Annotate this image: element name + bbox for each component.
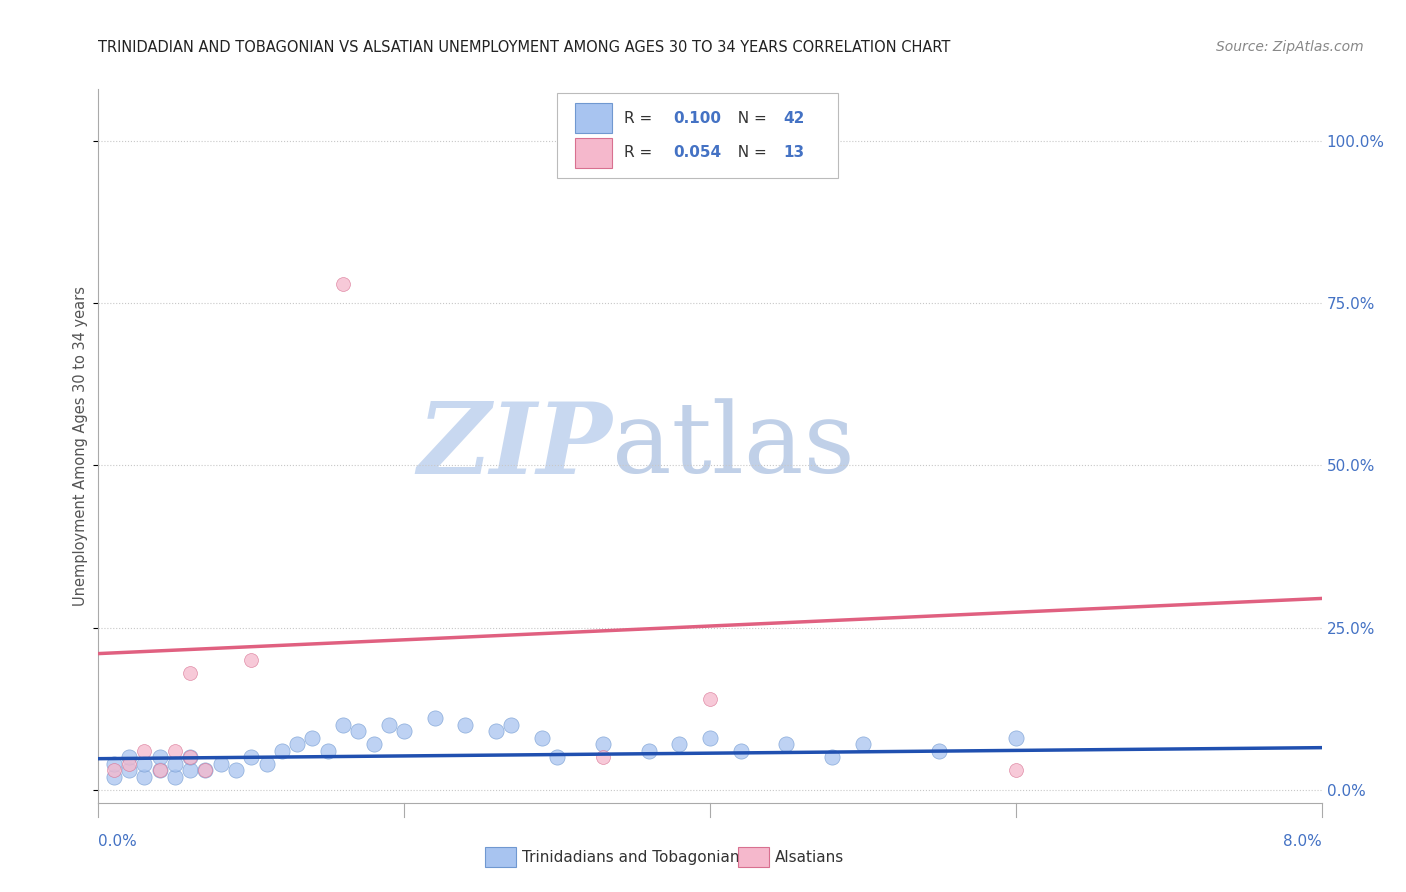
Point xyxy=(454,718,477,732)
Point xyxy=(332,718,354,732)
Point xyxy=(301,731,323,745)
Point xyxy=(270,744,294,758)
Text: 42: 42 xyxy=(783,111,804,126)
Text: 0.0%: 0.0% xyxy=(98,834,138,849)
Point xyxy=(179,764,201,778)
Point xyxy=(378,718,401,732)
Point xyxy=(592,738,614,752)
Point xyxy=(699,692,721,706)
Point xyxy=(1004,731,1026,745)
Point xyxy=(347,724,370,739)
Point xyxy=(240,653,263,667)
Point xyxy=(1004,764,1026,778)
Point xyxy=(501,718,523,732)
Point xyxy=(179,750,201,764)
Point xyxy=(285,738,308,752)
Point xyxy=(775,738,797,752)
FancyBboxPatch shape xyxy=(557,93,838,178)
Point xyxy=(194,764,217,778)
Y-axis label: Unemployment Among Ages 30 to 34 years: Unemployment Among Ages 30 to 34 years xyxy=(73,286,87,606)
Text: 0.100: 0.100 xyxy=(673,111,721,126)
Point xyxy=(530,731,553,745)
Text: TRINIDADIAN AND TOBAGONIAN VS ALSATIAN UNEMPLOYMENT AMONG AGES 30 TO 34 YEARS CO: TRINIDADIAN AND TOBAGONIAN VS ALSATIAN U… xyxy=(98,40,950,55)
Text: Alsatians: Alsatians xyxy=(775,850,844,864)
Point xyxy=(928,744,950,758)
Point xyxy=(423,711,446,725)
Point xyxy=(194,764,217,778)
Point xyxy=(134,744,156,758)
Point xyxy=(668,738,690,752)
Point xyxy=(821,750,844,764)
Point xyxy=(103,764,125,778)
Point xyxy=(332,277,354,291)
Text: ZIP: ZIP xyxy=(418,398,612,494)
Point xyxy=(392,724,416,739)
Point xyxy=(592,750,614,764)
Point xyxy=(103,770,125,784)
Point xyxy=(546,750,568,764)
Point xyxy=(485,724,508,739)
Point xyxy=(118,750,141,764)
Point xyxy=(149,750,172,764)
Text: N =: N = xyxy=(728,145,772,161)
Point xyxy=(240,750,263,764)
Point xyxy=(134,770,156,784)
Point xyxy=(637,744,661,758)
Point xyxy=(163,744,186,758)
Text: N =: N = xyxy=(728,111,772,126)
Point xyxy=(118,764,141,778)
FancyBboxPatch shape xyxy=(575,103,612,133)
Point xyxy=(256,756,278,771)
Point xyxy=(134,756,156,771)
Point xyxy=(316,744,339,758)
Point xyxy=(852,738,875,752)
Point xyxy=(163,756,186,771)
Point xyxy=(592,134,614,148)
FancyBboxPatch shape xyxy=(575,138,612,168)
Text: Trinidadians and Tobagonians: Trinidadians and Tobagonians xyxy=(522,850,747,864)
Point xyxy=(699,731,721,745)
Point xyxy=(209,756,232,771)
Point xyxy=(179,666,201,681)
Point xyxy=(225,764,247,778)
Text: atlas: atlas xyxy=(612,398,855,494)
Point xyxy=(118,756,141,771)
Point xyxy=(103,756,125,771)
Point xyxy=(730,744,752,758)
Point xyxy=(149,764,172,778)
Text: 0.054: 0.054 xyxy=(673,145,721,161)
Text: R =: R = xyxy=(624,145,658,161)
Point xyxy=(363,738,385,752)
Point xyxy=(163,770,186,784)
Text: Source: ZipAtlas.com: Source: ZipAtlas.com xyxy=(1216,40,1364,54)
Text: 13: 13 xyxy=(783,145,804,161)
Text: R =: R = xyxy=(624,111,658,126)
Text: 8.0%: 8.0% xyxy=(1282,834,1322,849)
Point xyxy=(149,764,172,778)
Point xyxy=(179,750,201,764)
